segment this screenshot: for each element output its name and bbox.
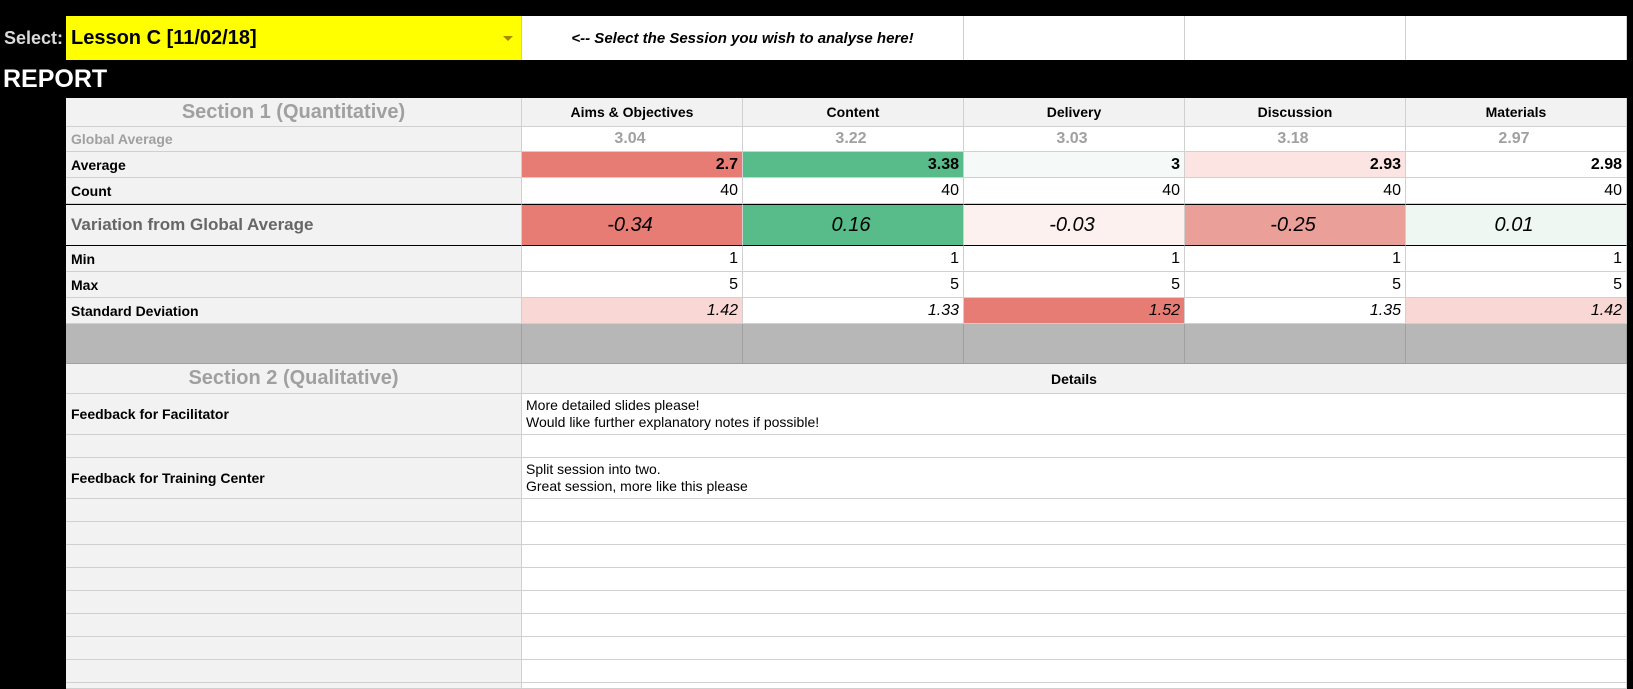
feedback-label: Feedback for Training Center <box>66 458 522 499</box>
select-label: Select: <box>3 27 63 48</box>
empty-row-label <box>66 637 522 660</box>
value-cell[interactable]: 2.97 <box>1406 127 1627 152</box>
feedback-line: Would like further explanatory notes if … <box>526 414 820 430</box>
value-cell[interactable]: 1 <box>1406 246 1627 272</box>
empty-row-label <box>66 568 522 591</box>
empty-row-label <box>66 591 522 614</box>
separator-band <box>522 324 743 364</box>
separator-band <box>964 324 1185 364</box>
row-label-min: Min <box>66 246 522 272</box>
value-cell[interactable]: 40 <box>1185 178 1406 204</box>
column-header: Delivery <box>964 98 1185 127</box>
value-cell[interactable]: 1.42 <box>522 298 743 324</box>
feedback-details-cell[interactable]: Split session into two. Great session, mo… <box>522 458 1627 499</box>
value-cell[interactable]: 3.18 <box>1185 127 1406 152</box>
session-dropdown-value: Lesson C [11/02/18] <box>71 26 257 49</box>
value-cell[interactable]: -0.34 <box>522 204 743 246</box>
top-blank-cell[interactable] <box>964 16 1185 60</box>
row-label-max: Max <box>66 272 522 298</box>
value-cell[interactable]: 5 <box>1406 272 1627 298</box>
top-blank-cell[interactable] <box>1406 16 1627 60</box>
value-cell[interactable]: 0.01 <box>1406 204 1627 246</box>
column-header: Discussion <box>1185 98 1406 127</box>
report-title: REPORT <box>0 60 1633 98</box>
value-cell[interactable]: 40 <box>964 178 1185 204</box>
empty-row-cell[interactable] <box>522 568 1627 591</box>
top-blank-cell[interactable] <box>1185 16 1406 60</box>
value-cell[interactable]: 40 <box>1406 178 1627 204</box>
row-label-average: Average <box>66 152 522 178</box>
column-header: Materials <box>1406 98 1627 127</box>
value-cell[interactable]: 1 <box>522 246 743 272</box>
value-cell[interactable]: 2.7 <box>522 152 743 178</box>
empty-row-cell[interactable] <box>522 683 1627 689</box>
feedback-line: Split session into two. <box>526 461 661 477</box>
value-cell[interactable]: 1.33 <box>743 298 964 324</box>
empty-row-cell[interactable] <box>522 660 1627 683</box>
value-cell[interactable]: 2.98 <box>1406 152 1627 178</box>
empty-row-label <box>66 522 522 545</box>
value-cell[interactable]: 3.04 <box>522 127 743 152</box>
details-header: Details <box>522 364 1627 394</box>
empty-row-cell[interactable] <box>522 637 1627 660</box>
empty-row-cell[interactable] <box>522 545 1627 568</box>
row-label-count: Count <box>66 178 522 204</box>
feedback-line: Great session, more like this please <box>526 478 748 494</box>
value-cell[interactable]: 1 <box>743 246 964 272</box>
value-cell[interactable]: 3 <box>964 152 1185 178</box>
empty-row-cell[interactable] <box>522 522 1627 545</box>
separator-band <box>66 324 522 364</box>
section2-title: Section 2 (Qualitative) <box>66 364 522 394</box>
separator-band <box>1406 324 1627 364</box>
right-edge <box>1627 16 1633 689</box>
value-cell[interactable]: -0.25 <box>1185 204 1406 246</box>
feedback-details-cell[interactable]: More detailed slides please! Would like f… <box>522 394 1627 435</box>
column-header: Content <box>743 98 964 127</box>
empty-row-label <box>66 683 522 689</box>
value-cell[interactable]: 3.38 <box>743 152 964 178</box>
dropdown-arrow-icon[interactable] <box>503 36 513 41</box>
value-cell[interactable]: 3.03 <box>964 127 1185 152</box>
empty-row-label <box>66 660 522 683</box>
value-cell[interactable]: 1.35 <box>1185 298 1406 324</box>
value-cell[interactable]: 40 <box>743 178 964 204</box>
value-cell[interactable]: 2.93 <box>1185 152 1406 178</box>
section1-title: Section 1 (Quantitative) <box>66 98 522 127</box>
value-cell[interactable]: 5 <box>522 272 743 298</box>
row-label-variation: Variation from Global Average <box>66 204 522 246</box>
column-header: Aims & Objectives <box>522 98 743 127</box>
empty-label <box>66 435 522 458</box>
row-label-std-dev: Standard Deviation <box>66 298 522 324</box>
row-label-global-average: Global Average <box>66 127 522 152</box>
value-cell[interactable]: 5 <box>743 272 964 298</box>
top-bar <box>0 0 1633 16</box>
separator-band <box>1185 324 1406 364</box>
empty-row-cell[interactable] <box>522 591 1627 614</box>
feedback-details-cell[interactable] <box>522 435 1627 458</box>
empty-row-cell[interactable] <box>522 499 1627 522</box>
select-hint: <-- Select the Session you wish to analy… <box>522 16 964 60</box>
value-cell[interactable]: 1 <box>1185 246 1406 272</box>
value-cell[interactable]: 1.42 <box>1406 298 1627 324</box>
feedback-line: More detailed slides please! <box>526 397 700 413</box>
value-cell[interactable]: 40 <box>522 178 743 204</box>
feedback-label: Feedback for Facilitator <box>66 394 522 435</box>
value-cell[interactable]: 1.52 <box>964 298 1185 324</box>
value-cell[interactable]: 5 <box>964 272 1185 298</box>
value-cell[interactable]: 0.16 <box>743 204 964 246</box>
empty-row-cell[interactable] <box>522 614 1627 637</box>
empty-row-label <box>66 499 522 522</box>
session-dropdown[interactable]: Lesson C [11/02/18] <box>66 16 522 60</box>
empty-row-label <box>66 614 522 637</box>
empty-row-label <box>66 545 522 568</box>
separator-band <box>743 324 964 364</box>
value-cell[interactable]: 5 <box>1185 272 1406 298</box>
value-cell[interactable]: 3.22 <box>743 127 964 152</box>
value-cell[interactable]: -0.03 <box>964 204 1185 246</box>
value-cell[interactable]: 1 <box>964 246 1185 272</box>
